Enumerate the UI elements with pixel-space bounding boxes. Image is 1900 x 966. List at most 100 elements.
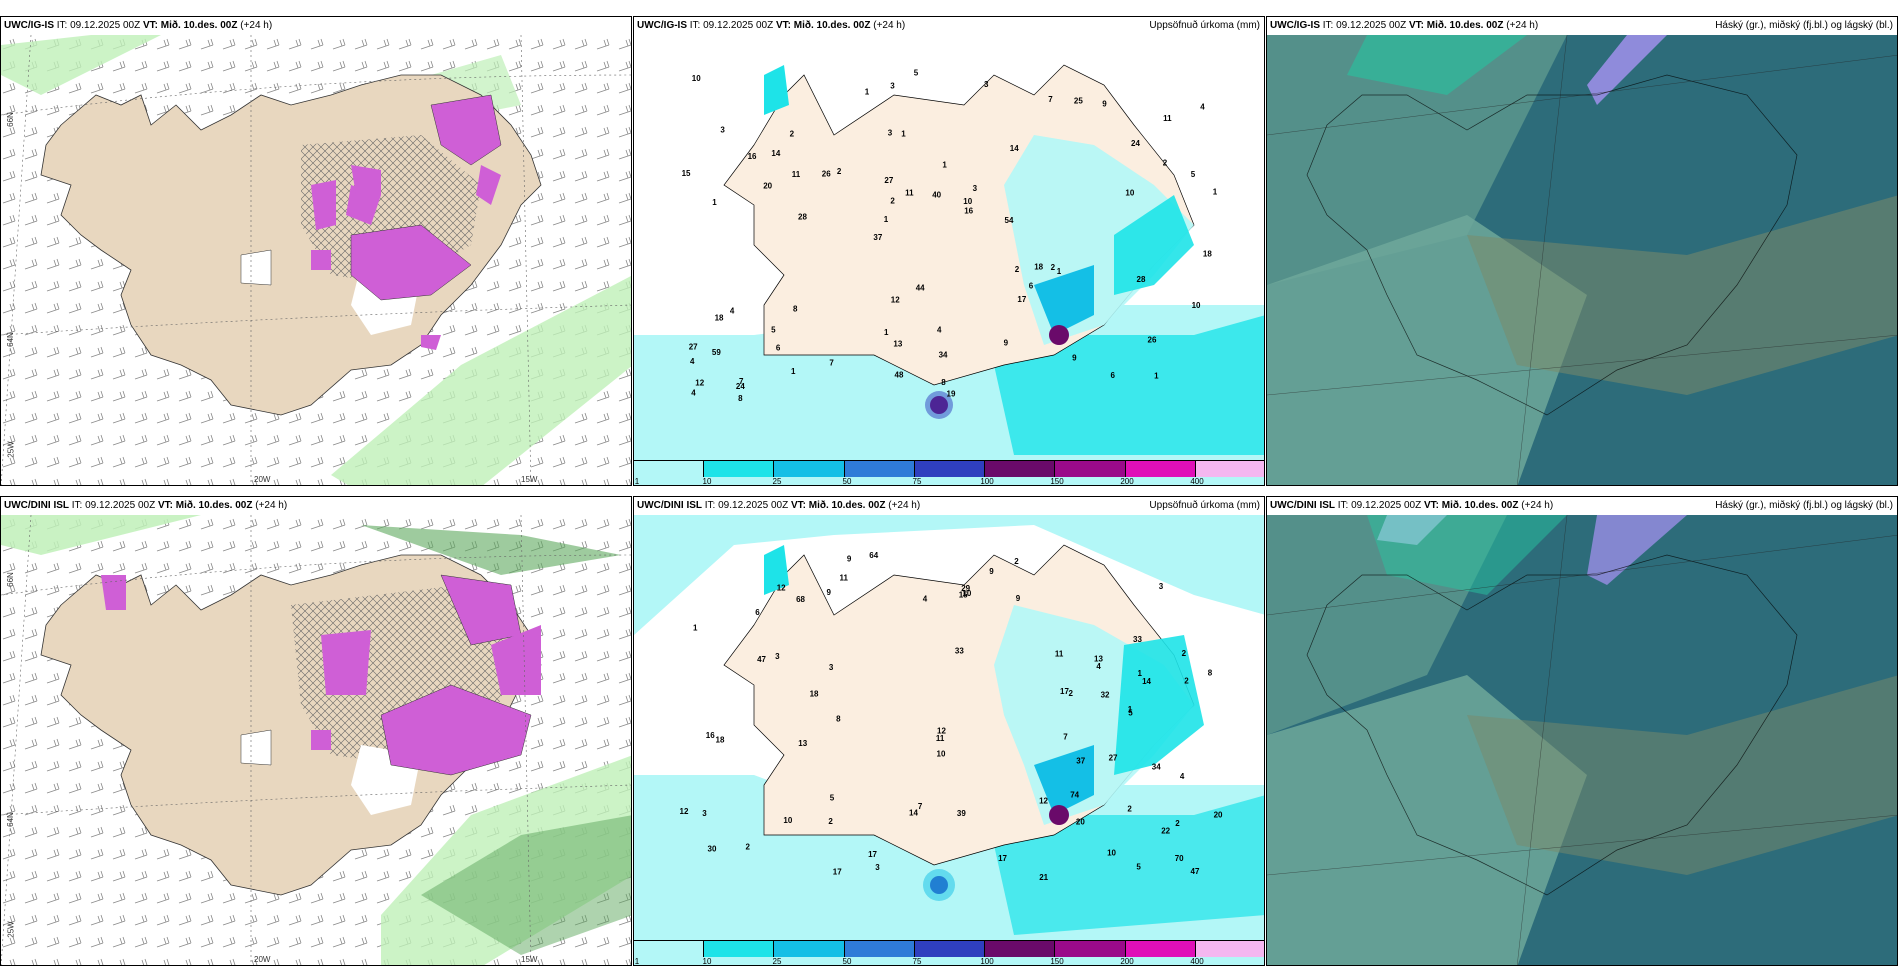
precip-value-label: 34 <box>1152 763 1161 772</box>
precip-value-label: 6 <box>1111 371 1116 380</box>
init-time: IT: 09.12.2025 00Z <box>689 20 774 31</box>
colorbar-tick: 400 <box>1190 477 1204 486</box>
panel-cloud-top: UWC/IG-IS IT: 09.12.2025 00Z VT: Mið. 10… <box>1266 16 1898 486</box>
colorbar-swatch <box>844 461 915 477</box>
valid-time: VT: Mið. 10.des. 00Z <box>775 20 871 31</box>
precip-value-label: 4 <box>1180 772 1185 781</box>
precip-value-label: 64 <box>869 551 878 560</box>
precip-value-label: 10 <box>1192 301 1201 310</box>
precip-value-label: 11 <box>1055 650 1064 659</box>
lead-time: (+24 h) <box>240 20 273 31</box>
colorbar-swatch <box>634 941 705 957</box>
precip-value-label: 13 <box>798 739 807 748</box>
precip-value-label: 9 <box>1072 353 1077 362</box>
precip-value-label: 3 <box>720 125 725 134</box>
precip-value-label: 7 <box>1063 733 1068 742</box>
precip-value-label: 10 <box>783 816 792 825</box>
precip-value-label: 2 <box>1015 265 1020 274</box>
precip-value-label: 12 <box>937 727 946 736</box>
precip-value-label: 8 <box>836 715 841 724</box>
precip-value-label: 25 <box>1074 97 1083 106</box>
precip-value-label: 15 <box>959 590 968 599</box>
precip-value-label: 8 <box>738 394 743 403</box>
precip-value-label: 9 <box>989 567 994 576</box>
precip-value-label: 54 <box>1005 216 1014 225</box>
precip-value-label: 1 <box>884 215 889 224</box>
lon-label-15w: 15W <box>521 475 538 484</box>
precip-value-label: 13 <box>893 339 902 348</box>
precip-value-label: 10 <box>937 750 946 759</box>
cloud-map-canvas <box>1267 35 1897 485</box>
model-name: UWC/DINI ISL <box>1270 500 1335 511</box>
colorbar-swatch <box>1195 461 1264 477</box>
precip-value-label: 3 <box>984 80 989 89</box>
panel-wind-top: UWC/IG-IS IT: 09.12.2025 00Z VT: Mið. 10… <box>0 16 632 486</box>
cloud-map <box>1267 515 1897 965</box>
precip-value-label: 37 <box>873 233 882 242</box>
colorbar-tick: 150 <box>1050 957 1064 966</box>
precip-value-label: 10 <box>1107 848 1116 857</box>
colorbar-tick: 25 <box>772 477 782 486</box>
precip-value-label: 18 <box>810 690 819 699</box>
precip-value-label: 17 <box>833 868 842 877</box>
precip-value-label: 26 <box>822 170 831 179</box>
colorbar-swatch <box>774 941 845 957</box>
precip-map: 1 1 11 37 14 7 3 1 4 2 4 6 1 3 1 3 3 1 2 2 1 1 2 2 7 8 6 26 2 19 26 20 1… <box>634 35 1264 486</box>
precip-value-label: 27 <box>689 342 698 351</box>
precip-value-label: 13 <box>1094 654 1103 663</box>
precip-value-label: 1 <box>884 328 889 337</box>
precip-value-label: 4 <box>923 595 928 604</box>
panel-header: UWC/DINI ISL IT: 09.12.2025 00Z VT: Mið.… <box>1 497 631 515</box>
precip-value-label: 3 <box>829 663 834 672</box>
precip-value-label: 5 <box>771 326 776 335</box>
colorbar-swatch <box>1055 941 1126 957</box>
precip-value-label: 26 <box>1148 335 1157 344</box>
valid-time: VT: Mið. 10.des. 00Z <box>1408 20 1504 31</box>
colorbar-tick: 100 <box>980 477 994 486</box>
lead-time: (+24 h) <box>873 20 906 31</box>
precip-value-label: 28 <box>798 213 807 222</box>
precip-value-label: 3 <box>775 652 780 661</box>
precip-value-label: 30 <box>708 845 717 854</box>
init-time: IT: 09.12.2025 00Z <box>1322 20 1407 31</box>
precip-value-label: 11 <box>840 574 849 583</box>
precip-value-label: 5 <box>1191 170 1196 179</box>
colorbar-tick: 1 <box>634 477 640 486</box>
wind-map: 66N 64N 25W 20W 15W <box>1 515 631 965</box>
lon-label-25w: 25W <box>6 441 16 458</box>
precip-value-label: 15 <box>682 169 691 178</box>
precip-value-label: 3 <box>875 863 880 872</box>
lon-label-20w: 20W <box>254 475 271 484</box>
precip-value-label: 68 <box>796 595 805 604</box>
precip-value-label: 40 <box>932 191 941 200</box>
colorbar-swatch <box>774 461 845 477</box>
precip-value-label: 4 <box>1096 662 1101 671</box>
colorbar-swatch <box>1125 941 1196 957</box>
precip-value-label: 2 <box>1163 159 1168 168</box>
precip-value-label: 1 <box>791 367 796 376</box>
precip-value-label: 5 <box>1128 708 1133 717</box>
precip-value-label: 2 <box>1051 263 1056 272</box>
precip-value-label: 18 <box>715 313 724 322</box>
precip-value-label: 1 <box>942 161 947 170</box>
precip-value-label: 8 <box>941 378 946 387</box>
model-name: UWC/DINI ISL <box>637 500 702 511</box>
precip-value-label: 3 <box>1159 582 1164 591</box>
precip-value-label: 28 <box>1137 275 1146 284</box>
precip-value-label: 9 <box>847 554 852 563</box>
precip-value-label: 2 <box>1069 689 1074 698</box>
valid-time: VT: Mið. 10.des. 00Z <box>157 500 253 511</box>
precip-value-label: 9 <box>1004 339 1009 348</box>
precip-value-label: 47 <box>757 655 766 664</box>
panel-header: UWC/IG-IS IT: 09.12.2025 00Z VT: Mið. 10… <box>634 17 1264 35</box>
precip-value-label: 5 <box>914 69 919 78</box>
precip-value-label: 17 <box>998 854 1007 863</box>
precip-value-label: 4 <box>937 326 942 335</box>
precip-value-label: 1 <box>1057 267 1062 276</box>
precip-value-label: 3 <box>973 184 978 193</box>
precip-value-label: 6 <box>1029 282 1034 291</box>
colorbar-tick: 400 <box>1190 957 1204 966</box>
panel-precip-top: UWC/IG-IS IT: 09.12.2025 00Z VT: Mið. 10… <box>633 16 1265 486</box>
precip-value-label: 2 <box>1175 819 1180 828</box>
wind-map-canvas <box>1 35 631 485</box>
